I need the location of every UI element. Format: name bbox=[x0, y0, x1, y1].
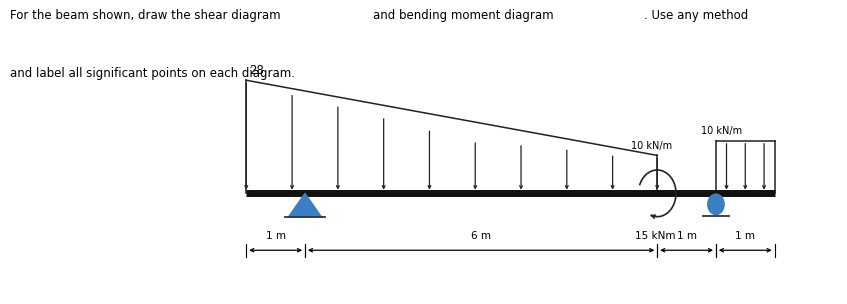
Text: 10 kN/m: 10 kN/m bbox=[631, 141, 672, 151]
Text: and label all significant points on each diagram.: and label all significant points on each… bbox=[10, 67, 295, 80]
Text: 1 m: 1 m bbox=[677, 231, 696, 241]
Circle shape bbox=[708, 194, 724, 215]
Text: For the beam shown, draw the shear diagram: For the beam shown, draw the shear diagr… bbox=[10, 9, 281, 22]
Text: 6 m: 6 m bbox=[471, 231, 491, 241]
Text: 1 m: 1 m bbox=[735, 231, 756, 241]
Text: 15 kNm: 15 kNm bbox=[635, 231, 675, 241]
Text: . Use any method: . Use any method bbox=[644, 9, 748, 22]
Polygon shape bbox=[289, 193, 322, 217]
Text: and bending moment diagram: and bending moment diagram bbox=[373, 9, 553, 22]
Text: 10 kN/m: 10 kN/m bbox=[701, 126, 742, 136]
Text: 1 m: 1 m bbox=[266, 231, 285, 241]
Text: 28: 28 bbox=[249, 64, 264, 77]
